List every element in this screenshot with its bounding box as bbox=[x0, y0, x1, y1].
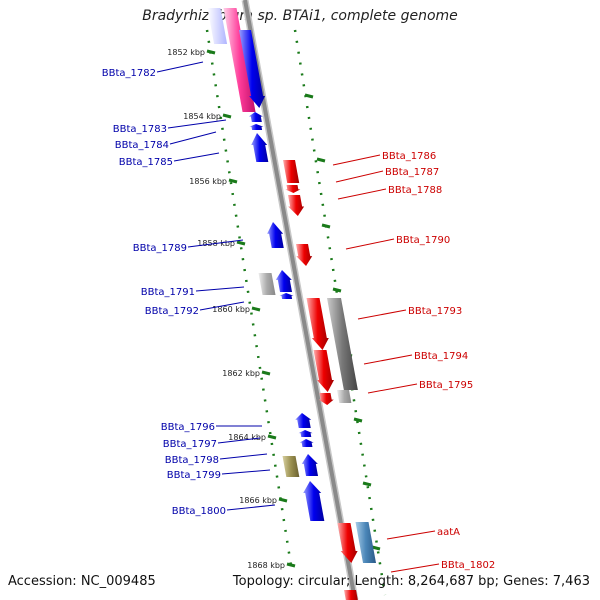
scale-tick bbox=[267, 434, 277, 440]
gene-label-bbta_1797: BBta_1797 bbox=[163, 439, 217, 450]
leader-line bbox=[390, 563, 440, 573]
gene-label-bbta_1794: BBta_1794 bbox=[414, 351, 468, 362]
gene-label-bbta_1786: BBta_1786 bbox=[382, 151, 436, 162]
gene-arrow bbox=[301, 454, 319, 476]
scale-tick bbox=[362, 481, 372, 487]
gene-label-bbta_1796: BBta_1796 bbox=[161, 422, 215, 433]
gene-label-bbta_1799: BBta_1799 bbox=[167, 470, 221, 481]
gene-label-bbta_1784: BBta_1784 bbox=[115, 140, 169, 151]
gene-bar bbox=[283, 160, 300, 183]
leader-line bbox=[386, 530, 436, 540]
gene-arrow bbox=[239, 30, 266, 108]
scale-label: 1868 kbp bbox=[247, 561, 285, 570]
leader-line bbox=[195, 286, 245, 292]
leader-line bbox=[335, 170, 384, 183]
leader-line bbox=[363, 354, 413, 365]
gene-bar bbox=[223, 8, 256, 112]
leader-line bbox=[156, 61, 204, 73]
scale-tick bbox=[353, 417, 363, 423]
gene-arrow bbox=[249, 124, 264, 130]
gene-arrow bbox=[251, 133, 269, 162]
leader-line bbox=[199, 301, 245, 311]
leader-line bbox=[332, 154, 381, 166]
scale-tick bbox=[261, 370, 271, 376]
gene-label-bbta_1802: BBta_1802 bbox=[441, 560, 495, 571]
gene-arrow bbox=[298, 430, 313, 437]
leader-line bbox=[226, 504, 276, 511]
gene-arrow bbox=[318, 393, 334, 405]
leader-line bbox=[219, 453, 268, 460]
gene-arrow bbox=[303, 481, 325, 521]
gene-label-bbta_1783: BBta_1783 bbox=[113, 124, 167, 135]
gene-label-bbta_1788: BBta_1788 bbox=[388, 185, 442, 196]
scale-tick bbox=[228, 178, 238, 184]
scale-tick bbox=[316, 157, 326, 163]
gene-bar bbox=[355, 522, 377, 563]
scale-tick bbox=[304, 93, 314, 99]
gene-label-bbta_1787: BBta_1787 bbox=[385, 167, 439, 178]
gene-label-bbta_1793: BBta_1793 bbox=[408, 306, 462, 317]
scale-tick bbox=[206, 49, 216, 55]
scale-tick bbox=[286, 562, 296, 568]
gene-label-bbta_1785: BBta_1785 bbox=[119, 157, 173, 168]
gene-arrow bbox=[275, 270, 293, 292]
gene-arrow bbox=[299, 439, 314, 447]
gene-label-bbta_1798: BBta_1798 bbox=[165, 455, 219, 466]
gene-bar bbox=[258, 273, 276, 295]
gene-label-bbta_1792: BBta_1792 bbox=[145, 306, 199, 317]
scale-label: 1862 kbp bbox=[222, 369, 260, 378]
topology-label: Topology: circular; Length: 8,264,687 bp… bbox=[232, 574, 590, 589]
gene-bar bbox=[327, 298, 358, 390]
gene-arrow bbox=[267, 222, 284, 248]
scale-label: 1856 kbp bbox=[189, 177, 227, 186]
gene-arrow bbox=[285, 185, 301, 193]
leader-line bbox=[345, 238, 395, 250]
gene-label-bbta_1800: BBta_1800 bbox=[172, 506, 226, 517]
gene-label-bbta_1795: BBta_1795 bbox=[419, 380, 473, 391]
scale-tick bbox=[251, 306, 261, 312]
scale-label: 1852 kbp bbox=[167, 48, 205, 57]
gene-bar bbox=[344, 590, 358, 600]
gene-bar bbox=[282, 456, 300, 477]
leader-line bbox=[217, 437, 261, 444]
gene-arrow bbox=[337, 523, 358, 563]
scale-tick bbox=[278, 497, 288, 503]
leader-line bbox=[187, 239, 244, 248]
leader-line bbox=[337, 188, 387, 200]
scale-label: 1864 kbp bbox=[228, 433, 266, 442]
gene-bar bbox=[207, 8, 228, 44]
leader-line bbox=[167, 119, 227, 129]
gene-label-bbta_1782: BBta_1782 bbox=[102, 68, 156, 79]
scale-tick bbox=[321, 223, 331, 229]
leader-line bbox=[169, 131, 217, 145]
scale-tick bbox=[222, 113, 232, 119]
leader-line bbox=[221, 469, 271, 475]
gene-arrow bbox=[296, 244, 313, 266]
gene-arrow bbox=[279, 293, 294, 299]
gene-arrow bbox=[313, 350, 334, 392]
leader-line bbox=[367, 383, 418, 394]
leader-line bbox=[357, 309, 407, 320]
scale-label: 1854 kbp bbox=[183, 112, 221, 121]
gene-label-bbta_1790: BBta_1790 bbox=[396, 235, 450, 246]
leader-line bbox=[173, 152, 220, 162]
gene-arrow bbox=[248, 112, 263, 122]
gene-label-aata: aatA bbox=[437, 527, 460, 538]
scale-tick bbox=[332, 287, 342, 293]
gene-arrow bbox=[288, 195, 305, 216]
gene-arrow bbox=[306, 298, 329, 350]
scale-label: 1866 kbp bbox=[239, 496, 277, 505]
scale-tick bbox=[236, 240, 246, 246]
scale-label: 1860 kbp bbox=[212, 305, 250, 314]
accession-label: Accession: NC_009485 bbox=[8, 574, 156, 589]
gene-arrow bbox=[295, 413, 312, 428]
gene-bar bbox=[337, 390, 352, 403]
genome-backbone bbox=[243, 0, 357, 600]
scale-tick bbox=[371, 545, 381, 551]
gene-label-bbta_1791: BBta_1791 bbox=[141, 287, 195, 298]
gene-label-bbta_1789: BBta_1789 bbox=[133, 243, 187, 254]
